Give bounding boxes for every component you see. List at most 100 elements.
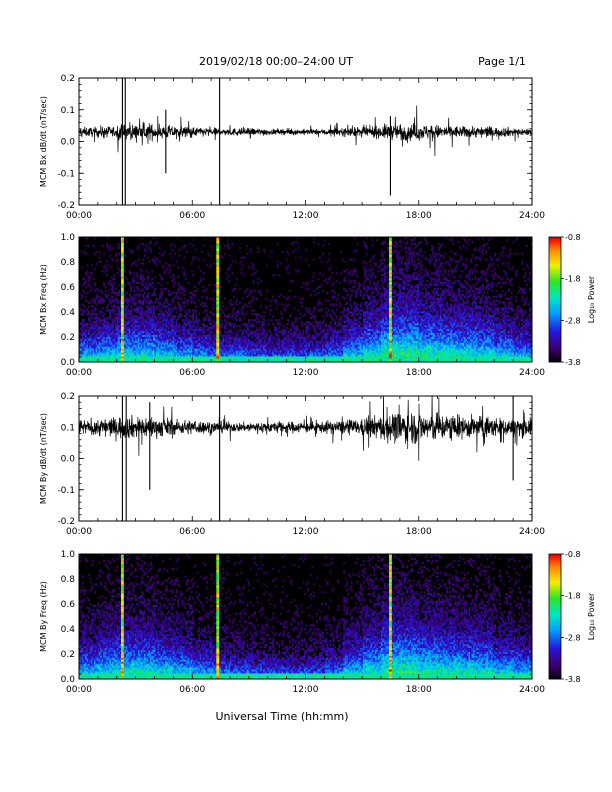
broadband-segment <box>121 266 124 269</box>
broadband-segment <box>389 250 392 253</box>
y-ticks <box>79 395 532 522</box>
broadband-segment <box>121 596 124 600</box>
colorbar-label: Log₁₀ Power <box>587 275 596 323</box>
broadband-segment <box>216 293 220 296</box>
broadband-segment <box>389 583 392 586</box>
broadband-segment <box>216 326 220 330</box>
x-tick-label: 18:00 <box>406 211 432 221</box>
broadband-segment <box>389 632 392 635</box>
broadband-segment <box>121 657 124 660</box>
broadband-segment <box>216 630 220 633</box>
broadband-segment <box>121 637 124 641</box>
broadband-segment <box>121 641 124 645</box>
broadband-segment <box>216 579 220 582</box>
broadband-segment <box>389 289 392 292</box>
broadband-segment <box>121 661 124 664</box>
colorbar-tick-label: -3.8 <box>565 675 581 684</box>
x-tick-label: 24:00 <box>519 527 545 537</box>
broadband-segment <box>389 358 392 361</box>
broadband-segment <box>121 626 124 629</box>
broadband-segment <box>216 240 220 244</box>
broadband-segment <box>216 593 220 596</box>
broadband-segment <box>216 577 220 580</box>
broadband-segment <box>121 614 124 617</box>
broadband-segment <box>121 608 124 611</box>
y-tick-label: 0.2 <box>61 392 75 402</box>
broadband-segment <box>389 283 392 287</box>
broadband-segment <box>389 334 392 337</box>
broadband-segment <box>389 671 392 674</box>
broadband-segment <box>216 352 220 355</box>
broadband-segment <box>216 677 220 680</box>
y-tick-label: 0.0 <box>61 358 76 368</box>
broadband-segment <box>389 305 392 308</box>
broadband-segment <box>216 320 220 324</box>
broadband-segment <box>389 634 392 637</box>
y-tick-label: 0.8 <box>61 575 76 585</box>
broadband-segment <box>389 340 392 343</box>
broadband-segment <box>216 618 220 621</box>
x-tick-label: 18:00 <box>406 527 432 537</box>
broadband-segment <box>216 589 220 592</box>
broadband-segment <box>389 242 392 246</box>
broadband-segment <box>121 653 124 656</box>
x-axis-title: Universal Time (hh:mm) <box>216 710 349 723</box>
broadband-segment <box>121 360 124 363</box>
broadband-segment <box>216 639 220 643</box>
broadband-segment <box>389 319 392 322</box>
colorbar-label: Log₁₀ Power <box>587 592 596 640</box>
broadband-segment <box>389 260 392 263</box>
broadband-segment <box>121 358 124 361</box>
broadband-segment <box>216 356 220 359</box>
x-tick-label: 00:00 <box>66 368 92 378</box>
x-tick-label: 24:00 <box>519 211 545 221</box>
broadband-segment <box>216 283 220 287</box>
broadband-segment <box>121 272 124 275</box>
x-tick-label: 18:00 <box>406 685 432 695</box>
broadband-segment <box>389 244 392 248</box>
broadband-segment <box>216 307 220 310</box>
broadband-segment <box>389 571 392 574</box>
x-tick-label: 06:00 <box>179 211 205 221</box>
broadband-segment <box>121 260 124 263</box>
colorbar-tick-label: -2.8 <box>565 633 581 642</box>
broadband-segment <box>121 587 124 590</box>
broadband-segment <box>216 596 220 600</box>
broadband-segment <box>216 632 220 635</box>
broadband-segment <box>216 336 220 339</box>
broadband-segment <box>389 317 392 320</box>
broadband-segment <box>389 237 392 240</box>
broadband-segment <box>216 624 220 627</box>
broadband-segment <box>389 622 392 625</box>
broadband-segment <box>216 647 220 650</box>
broadband-segment <box>389 360 392 363</box>
x-tick-label: 18:00 <box>406 368 432 378</box>
signal-trace <box>79 396 532 461</box>
broadband-segment <box>121 583 124 586</box>
broadband-segment <box>216 637 220 641</box>
y-ticks <box>79 77 532 206</box>
broadband-segment <box>121 618 124 621</box>
broadband-segment <box>216 669 220 672</box>
broadband-segment <box>121 291 124 294</box>
broadband-segment <box>389 336 392 339</box>
broadband-segment <box>389 639 392 643</box>
x-tick-label: 06:00 <box>179 527 205 537</box>
broadband-segment <box>389 561 392 565</box>
broadband-segment <box>216 673 220 676</box>
broadband-segment <box>216 675 220 678</box>
broadband-segment <box>216 565 220 568</box>
broadband-segment <box>216 608 220 611</box>
broadband-segment <box>216 634 220 637</box>
broadband-segment <box>216 315 220 318</box>
broadband-segment <box>121 274 124 277</box>
broadband-segment <box>389 297 392 300</box>
broadband-segment <box>121 569 124 572</box>
broadband-segment <box>216 612 220 615</box>
broadband-segment <box>389 326 392 330</box>
broadband-segment <box>389 651 392 654</box>
broadband-segment <box>216 595 220 598</box>
y-tick-label: -0.2 <box>57 201 75 211</box>
broadband-segment <box>121 589 124 592</box>
